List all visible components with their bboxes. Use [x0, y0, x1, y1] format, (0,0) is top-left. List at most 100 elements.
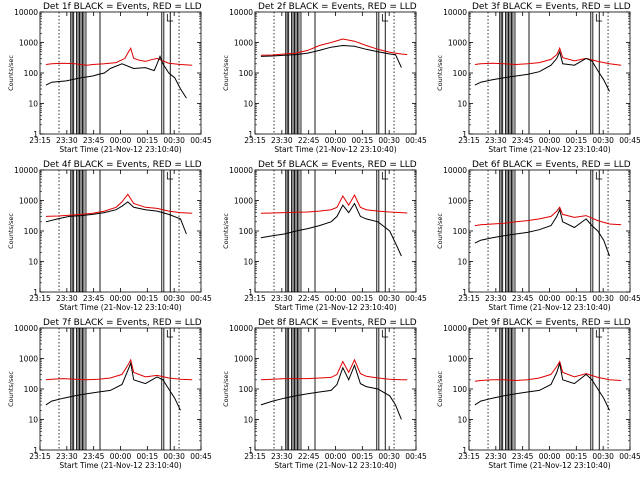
x-tick-label: 00:45 — [619, 452, 640, 461]
events-series-line — [474, 363, 610, 411]
x-tick-label: 23:15 — [244, 136, 266, 145]
panel-det-5: Det 5f BLACK = Events, RED = LLD 1 10 100 10… — [222, 160, 427, 312]
y-axis-label: Counts/sec — [7, 371, 15, 407]
y-tick-label: 10000 — [443, 8, 467, 17]
legend-marker-icon — [166, 14, 174, 22]
x-tick-label: 23:45 — [512, 136, 534, 145]
x-tick-label: 00:15 — [352, 452, 374, 461]
legend-marker-icon — [166, 172, 174, 180]
lld-series-line — [45, 358, 193, 381]
panel-det-2: Det 2f BLACK = Events, RED = LLD 1 10 100 10… — [222, 2, 427, 154]
x-tick-label: 00:15 — [137, 136, 159, 145]
x-tick-label: 00:45 — [190, 136, 212, 145]
panel-det-1: Det 1f BLACK = Events, RED = LLD 1 10 100 10… — [7, 2, 212, 154]
panel-title: Det 7f BLACK = Events, RED = LLD — [43, 318, 202, 328]
events-series-line — [474, 50, 610, 92]
events-series-line — [260, 202, 402, 257]
x-tick-label: 00:45 — [190, 452, 212, 461]
x-tick-label: 23:15 — [244, 294, 266, 303]
y-tick-label: 1 — [248, 288, 253, 297]
y-tick-label: 1 — [33, 288, 38, 297]
x-tick-label: 22:45 — [298, 136, 320, 145]
x-tick-label: 00:15 — [352, 136, 374, 145]
plot-frame — [468, 169, 631, 293]
x-tick-label: 23:15 — [458, 452, 480, 461]
y-tick-label: 1000 — [19, 355, 38, 364]
y-tick-label: 100 — [453, 385, 468, 394]
x-tick-label: 23:30 — [56, 136, 78, 145]
y-tick-label: 10000 — [14, 8, 38, 17]
x-tick-label: 00:15 — [566, 136, 588, 145]
plot-frame — [254, 327, 417, 451]
x-axis-label: Start Time (21-Nov-12 23:10:40) — [59, 461, 181, 470]
y-tick-label: 10000 — [229, 8, 253, 17]
x-tick-label: 23:45 — [512, 294, 534, 303]
y-tick-label: 100 — [24, 69, 39, 78]
x-tick-label: 00:45 — [619, 136, 640, 145]
events-series-line — [45, 201, 187, 235]
plot-frame — [254, 169, 417, 293]
y-tick-label: 1 — [462, 288, 467, 297]
y-tick-label: 10000 — [229, 324, 253, 333]
legend-marker-icon — [595, 330, 603, 338]
y-axis-label: Counts/sec — [222, 213, 230, 249]
lld-series-line — [260, 38, 408, 56]
legend-marker-icon — [381, 14, 389, 22]
y-tick-label: 10 — [243, 100, 253, 109]
y-tick-label: 1 — [462, 130, 467, 139]
x-tick-label: 00:30 — [378, 136, 400, 145]
x-axis-label: Start Time (21-Nov-12 23:10:40) — [488, 145, 610, 154]
lld-series-line — [474, 206, 622, 227]
panel-title: Det 3f BLACK = Events, RED = LLD — [472, 2, 631, 12]
panel-title: Det 8f BLACK = Events, RED = LLD — [258, 318, 417, 328]
legend-marker-icon — [166, 330, 174, 338]
x-tick-label: 23:15 — [458, 136, 480, 145]
legend-marker-icon — [381, 330, 389, 338]
x-tick-label: 22:45 — [298, 294, 320, 303]
x-tick-label: 23:30 — [271, 452, 293, 461]
plot-frame — [39, 327, 202, 451]
panel-title: Det 9f BLACK = Events, RED = LLD — [472, 318, 631, 328]
lld-series-line — [474, 360, 622, 382]
x-tick-label: 00:00 — [539, 136, 561, 145]
y-tick-label: 10000 — [14, 166, 38, 175]
x-tick-label: 23:15 — [29, 452, 51, 461]
x-tick-label: 00:15 — [566, 452, 588, 461]
panel-title: Det 1f BLACK = Events, RED = LLD — [43, 2, 202, 12]
y-tick-label: 10 — [28, 416, 38, 425]
y-tick-label: 1 — [462, 446, 467, 455]
y-tick-label: 1000 — [234, 39, 253, 48]
y-tick-label: 1000 — [448, 39, 467, 48]
plot-frame — [254, 11, 417, 135]
legend-marker-icon — [595, 172, 603, 180]
x-tick-label: 23:15 — [29, 136, 51, 145]
y-tick-label: 10 — [28, 258, 38, 267]
y-tick-label: 10 — [457, 258, 467, 267]
y-tick-label: 1 — [248, 446, 253, 455]
events-series-line — [260, 44, 402, 68]
x-tick-label: 00:45 — [190, 294, 212, 303]
panel-title: Det 4f BLACK = Events, RED = LLD — [43, 160, 202, 170]
y-tick-label: 10000 — [443, 324, 467, 333]
plot-frame — [468, 327, 631, 451]
y-tick-label: 100 — [453, 69, 468, 78]
x-tick-label: 00:45 — [405, 294, 427, 303]
x-tick-label: 23:30 — [485, 136, 507, 145]
y-axis-label: Counts/sec — [436, 371, 444, 407]
x-tick-label: 00:30 — [592, 452, 614, 461]
x-tick-label: 23:30 — [271, 294, 293, 303]
x-tick-label: 23:30 — [485, 452, 507, 461]
x-tick-label: 00:00 — [325, 136, 347, 145]
x-tick-label: 22:45 — [298, 452, 320, 461]
y-tick-label: 10000 — [443, 166, 467, 175]
x-tick-label: 00:30 — [592, 136, 614, 145]
x-tick-label: 00:00 — [325, 452, 347, 461]
x-axis-label: Start Time (21-Nov-12 23:10:40) — [274, 145, 396, 154]
x-tick-label: 23:15 — [244, 452, 266, 461]
y-tick-label: 10 — [243, 258, 253, 267]
x-tick-label: 00:30 — [163, 294, 185, 303]
x-tick-label: 00:30 — [378, 294, 400, 303]
x-tick-label: 00:15 — [566, 294, 588, 303]
y-tick-label: 10000 — [229, 166, 253, 175]
x-tick-label: 00:45 — [405, 452, 427, 461]
